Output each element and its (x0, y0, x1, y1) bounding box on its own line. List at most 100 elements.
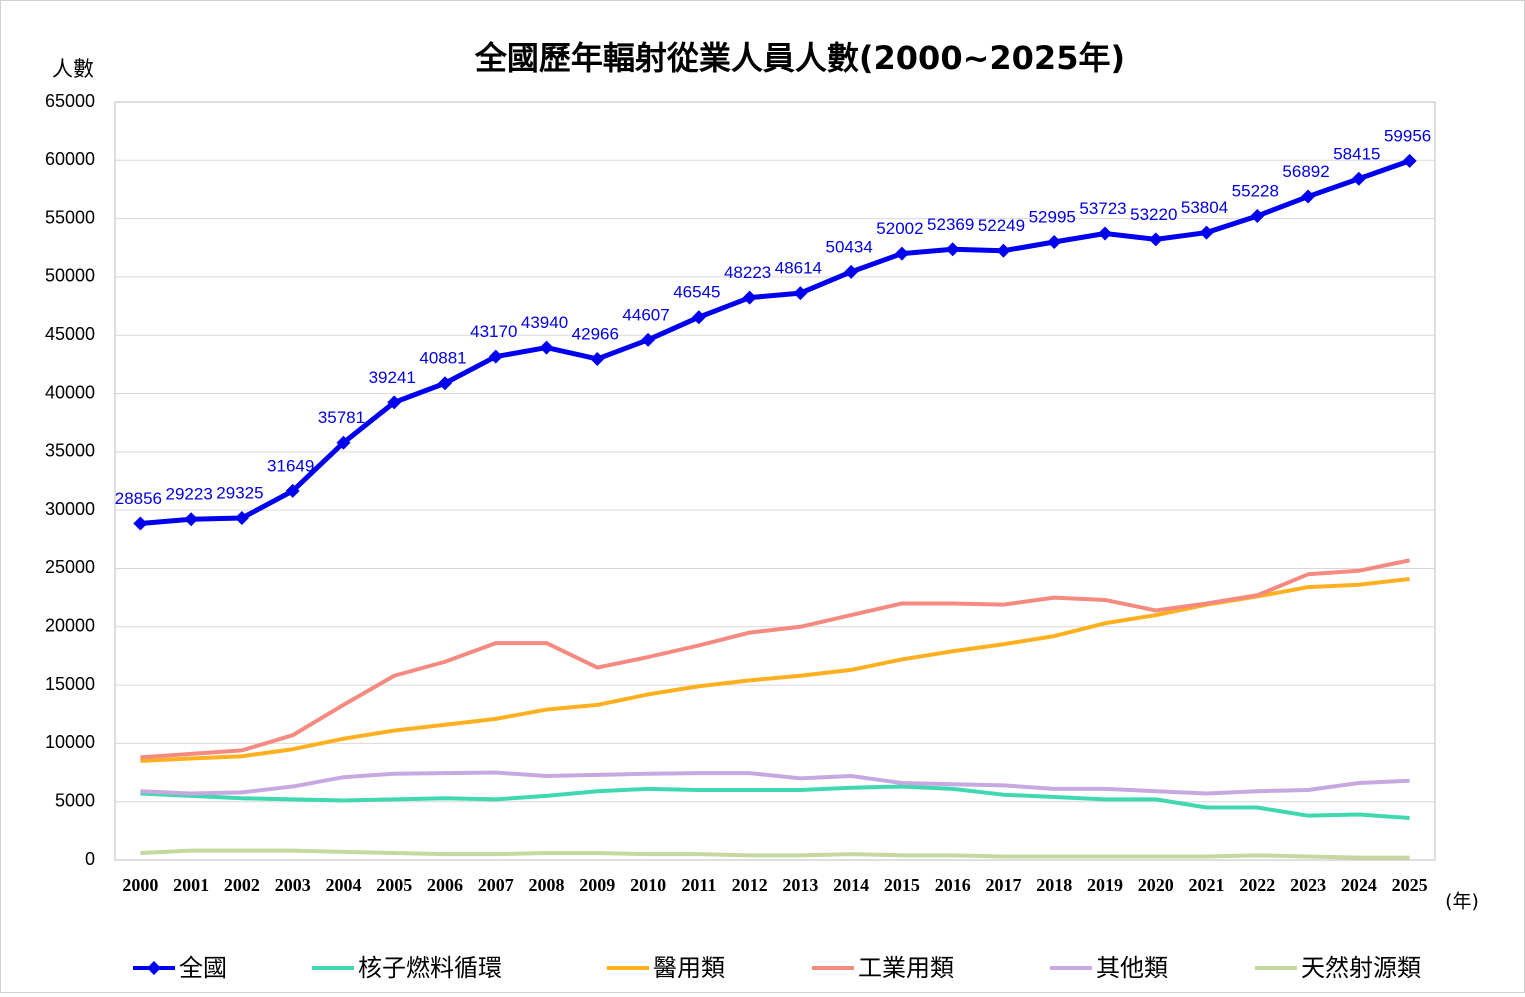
x-tick-label: 2003 (275, 875, 311, 895)
marker (1098, 226, 1112, 241)
x-tick-label: 2010 (630, 875, 666, 895)
data-label: 35781 (318, 408, 365, 427)
series-line (140, 784, 1410, 821)
data-label: 56892 (1282, 162, 1329, 181)
y-tick-label: 5000 (55, 790, 95, 810)
y-tick-label: 25000 (45, 557, 95, 577)
x-tick-label: 2017 (985, 875, 1021, 895)
y-tick-label: 60000 (45, 149, 95, 169)
x-tick-label: 2001 (173, 875, 209, 895)
data-label: 59956 (1384, 126, 1431, 145)
x-tick-label: 2023 (1290, 875, 1326, 895)
x-tick-label: 2005 (376, 875, 412, 895)
x-tick-label: 2021 (1189, 875, 1225, 895)
marker (590, 351, 605, 366)
data-label: 44607 (622, 305, 669, 324)
y-tick-label: 30000 (45, 499, 95, 519)
data-label: 52369 (927, 215, 974, 234)
x-tick-label: 2022 (1239, 875, 1275, 895)
marker (1148, 232, 1163, 247)
marker (539, 340, 554, 355)
marker (641, 332, 656, 347)
legend-label: 全國 (179, 954, 227, 982)
data-label: 53723 (1079, 199, 1126, 218)
x-tick-label: 2006 (427, 875, 463, 895)
x-tick-label: 2025 (1392, 875, 1428, 895)
legend-label: 天然射源類 (1301, 954, 1421, 982)
marker (488, 349, 503, 364)
chart-title: 全國歷年輻射從業人員人數(2000~2025年) (474, 39, 1125, 77)
series-line (140, 848, 1410, 860)
legend-label: 工業用類 (858, 954, 954, 982)
data-label: 40881 (419, 349, 466, 368)
y-tick-label: 10000 (45, 732, 95, 752)
legend-label: 其他類 (1096, 954, 1168, 982)
x-tick-label: 2004 (325, 875, 361, 895)
marker (1199, 225, 1214, 240)
y-axis-label: 人數 (52, 57, 94, 81)
x-axis-label: (年) (1445, 891, 1479, 913)
y-tick-label: 15000 (45, 674, 95, 694)
x-tick-label: 2000 (122, 875, 158, 895)
data-label: 29223 (166, 485, 213, 504)
marker (387, 395, 402, 410)
marker (844, 264, 859, 279)
marker (894, 246, 909, 261)
data-label: 53804 (1181, 198, 1228, 217)
data-label: 29325 (216, 484, 263, 503)
data-label: 48223 (724, 263, 771, 282)
marker (1351, 171, 1366, 186)
x-tick-label: 2019 (1087, 875, 1123, 895)
marker (1402, 153, 1417, 168)
marker (184, 512, 199, 527)
series-line (140, 770, 1410, 796)
x-tick-label: 2012 (732, 875, 768, 895)
data-label: 42966 (572, 324, 619, 343)
y-tick-label: 0 (85, 849, 95, 869)
y-tick-label: 50000 (45, 266, 95, 286)
marker (691, 310, 706, 325)
data-label: 50434 (826, 237, 873, 256)
y-tick-label: 45000 (45, 324, 95, 344)
series-line (140, 558, 1411, 760)
marker (742, 290, 757, 305)
plot-border (114, 101, 1436, 861)
data-label: 55228 (1232, 181, 1279, 200)
data-label: 52002 (876, 219, 923, 238)
marker (1047, 234, 1062, 249)
data-label: 58415 (1333, 144, 1380, 163)
x-tick-label: 2008 (529, 875, 565, 895)
data-label: 31649 (267, 456, 314, 475)
marker (793, 286, 808, 301)
y-tick-label: 20000 (45, 616, 95, 636)
marker (336, 435, 351, 450)
data-label: 39241 (369, 368, 416, 387)
marker (1301, 189, 1316, 204)
data-label: 48614 (775, 259, 822, 278)
x-tick-label: 2016 (935, 875, 971, 895)
legend-marker (147, 961, 161, 975)
y-tick-label: 35000 (45, 441, 95, 461)
x-tick-label: 2009 (579, 875, 615, 895)
marker (996, 243, 1011, 258)
x-tick-label: 2007 (478, 875, 514, 895)
marker (1250, 208, 1265, 223)
marker (438, 376, 452, 391)
x-tick-label: 2015 (884, 875, 920, 895)
x-tick-label: 2013 (782, 875, 818, 895)
x-tick-label: 2024 (1341, 875, 1377, 895)
data-label: 52249 (978, 216, 1025, 235)
marker (945, 242, 960, 257)
data-label: 43940 (521, 313, 568, 332)
marker (133, 516, 148, 531)
legend-label: 核子燃料循環 (358, 954, 502, 982)
y-tick-label: 65000 (45, 91, 95, 111)
x-tick-label: 2002 (224, 875, 260, 895)
data-label: 28856 (115, 489, 162, 508)
data-label: 46545 (673, 283, 720, 302)
y-tick-label: 55000 (45, 207, 95, 227)
legend-label: 醫用類 (653, 954, 725, 982)
data-label: 52995 (1029, 207, 1076, 226)
